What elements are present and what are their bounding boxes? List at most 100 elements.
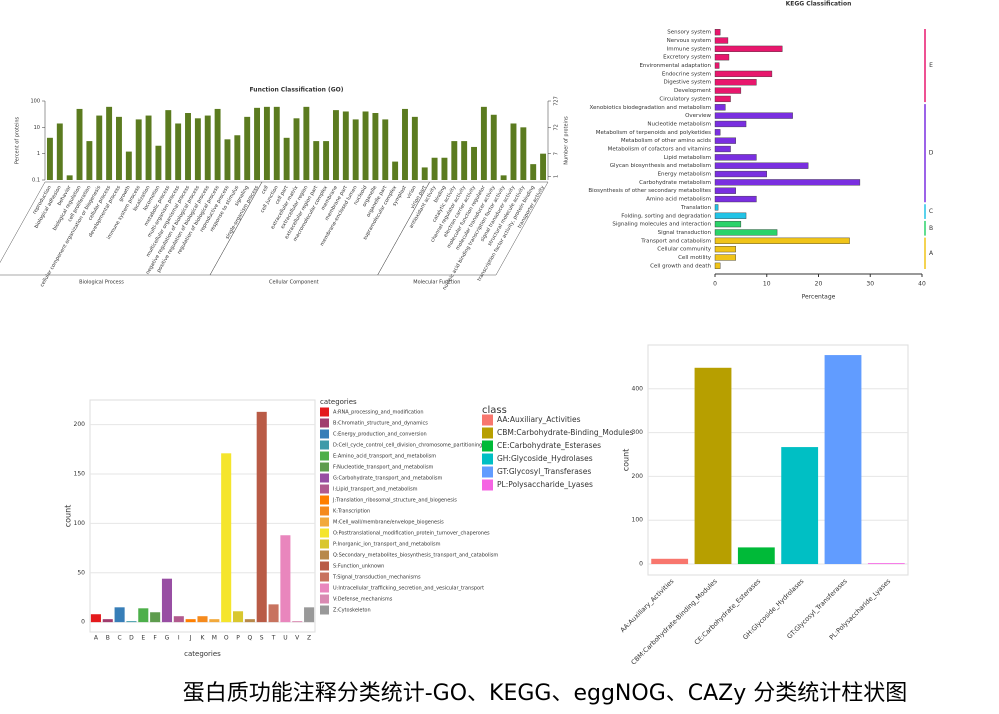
y-tick-label: 150	[74, 471, 86, 478]
group-label: Biological Process	[79, 280, 124, 286]
y-tick-label: 100	[30, 99, 40, 105]
y-tick-label: Amino acid metabolism	[646, 197, 711, 203]
bar	[530, 164, 537, 180]
bar	[197, 616, 208, 623]
bar	[173, 616, 184, 623]
bar	[323, 141, 330, 180]
legend-label: I:Lipid_transport_and_metabolism	[333, 487, 418, 493]
bar	[714, 237, 850, 244]
x-tick-label: K	[201, 635, 206, 642]
bar	[714, 120, 747, 128]
legend-swatch	[320, 517, 329, 527]
group-label: C	[929, 208, 933, 215]
group-label: B	[929, 225, 933, 232]
bar	[185, 619, 196, 623]
y-tick-label: Cell growth and death	[650, 263, 711, 269]
x-axis-label: Percentage	[802, 294, 836, 301]
y-tick-label: Sensory system	[667, 30, 711, 36]
x-tick-label: O	[224, 635, 229, 642]
bar	[224, 139, 231, 180]
legend-swatch	[482, 427, 493, 439]
bar	[332, 110, 339, 180]
panel	[89, 399, 316, 633]
bar	[867, 563, 905, 565]
bar	[46, 137, 53, 180]
y-tick-label: 50	[77, 569, 85, 576]
x-tick-label: A	[94, 635, 99, 642]
bar	[714, 95, 731, 103]
legend-swatch	[482, 479, 493, 491]
bar	[102, 619, 113, 623]
x-tick-label: 40	[918, 281, 926, 288]
y-tick-label: Lipid metabolism	[664, 155, 711, 161]
x-tick-label: J	[189, 635, 192, 642]
chart-title: KEGG Classification	[786, 1, 852, 8]
x-tick-label: V	[295, 635, 300, 642]
y-tick-label: 200	[632, 473, 644, 480]
group-label: A	[929, 250, 934, 257]
caption: 蛋白质功能注释分类统计-GO、KEGG、eggNOG、CAZy 分类统计柱状图	[183, 681, 908, 706]
legend-label: AA:Auxiliary_Activities	[497, 415, 581, 424]
bar	[138, 608, 149, 623]
bar	[714, 179, 861, 186]
x-tick-label: E	[141, 635, 145, 642]
bar	[273, 106, 280, 180]
group-label: Molecular Function	[413, 280, 460, 286]
bar	[256, 411, 267, 623]
bar	[714, 112, 793, 119]
legend-swatch	[320, 605, 329, 615]
y2-axis-label: Number of proteins	[564, 116, 570, 165]
x-tick-label: CBM:Carbohydrate-Binding_Modules	[629, 577, 719, 667]
bar	[304, 607, 315, 623]
x-axis-label: categories	[184, 650, 221, 658]
y-tick-label: Excretory system	[663, 55, 711, 61]
legend-swatch	[320, 484, 329, 494]
legend-swatch	[482, 466, 493, 478]
bar	[114, 607, 125, 623]
bar	[254, 107, 261, 180]
legend-label: CBM:Carbohydrate-Binding_Modules	[497, 428, 634, 437]
bar	[56, 123, 63, 180]
legend-swatch	[320, 429, 329, 439]
bar	[303, 106, 310, 180]
legend-label: P:Inorganic_ion_transport_and_metabolism	[333, 542, 441, 548]
bar	[520, 127, 527, 180]
y-tick-label: 100	[74, 520, 86, 527]
bar	[431, 157, 438, 180]
legend-swatch	[320, 583, 329, 593]
bar	[86, 141, 93, 180]
legend-label: K:Transcription	[333, 509, 370, 515]
y-tick-label: Signaling molecules and interaction	[612, 222, 711, 228]
legend-label: C:Energy_production_and_conversion	[333, 432, 427, 438]
bar	[150, 612, 161, 623]
legend-label: U:Intracellular_trafficking_secretion_an…	[333, 586, 484, 592]
bar	[441, 157, 448, 180]
bar	[362, 111, 369, 180]
legend-label: E:Amino_acid_transport_and_metabolism	[333, 454, 436, 460]
bar	[244, 619, 255, 623]
legend-label: B:Chromatin_structure_and_dynamics	[333, 421, 428, 427]
bar	[714, 79, 757, 86]
bar	[714, 70, 773, 78]
x-tick-label: cell	[260, 185, 270, 195]
bar	[461, 141, 468, 180]
legend-swatch	[320, 462, 329, 472]
legend-label: M:Cell_wall/membrane/envelope_biogenesis	[333, 520, 444, 526]
y-axis-label: Percent of proteins	[15, 117, 21, 165]
bar	[280, 535, 291, 623]
bar	[714, 212, 747, 219]
y-tick-label: Metabolism of cofactors and vitamins	[608, 147, 711, 153]
bar	[234, 135, 241, 180]
legend-label: Z:Cytoskeleton	[333, 608, 371, 614]
bar	[135, 119, 142, 180]
y-tick-label: 10	[34, 125, 40, 131]
bar	[221, 453, 232, 623]
y-tick-label: Biosynthesis of other secondary metaboli…	[588, 188, 711, 194]
y-tick-label: Nervous system	[667, 38, 711, 44]
legend-label: J:Translation_ribosomal_structure_and_bi…	[332, 498, 457, 504]
bar	[714, 145, 731, 153]
y-tick-label: 200	[74, 421, 86, 428]
bar	[292, 621, 303, 623]
bar	[204, 115, 211, 180]
legend-label: S:Function_unknown	[333, 564, 384, 570]
